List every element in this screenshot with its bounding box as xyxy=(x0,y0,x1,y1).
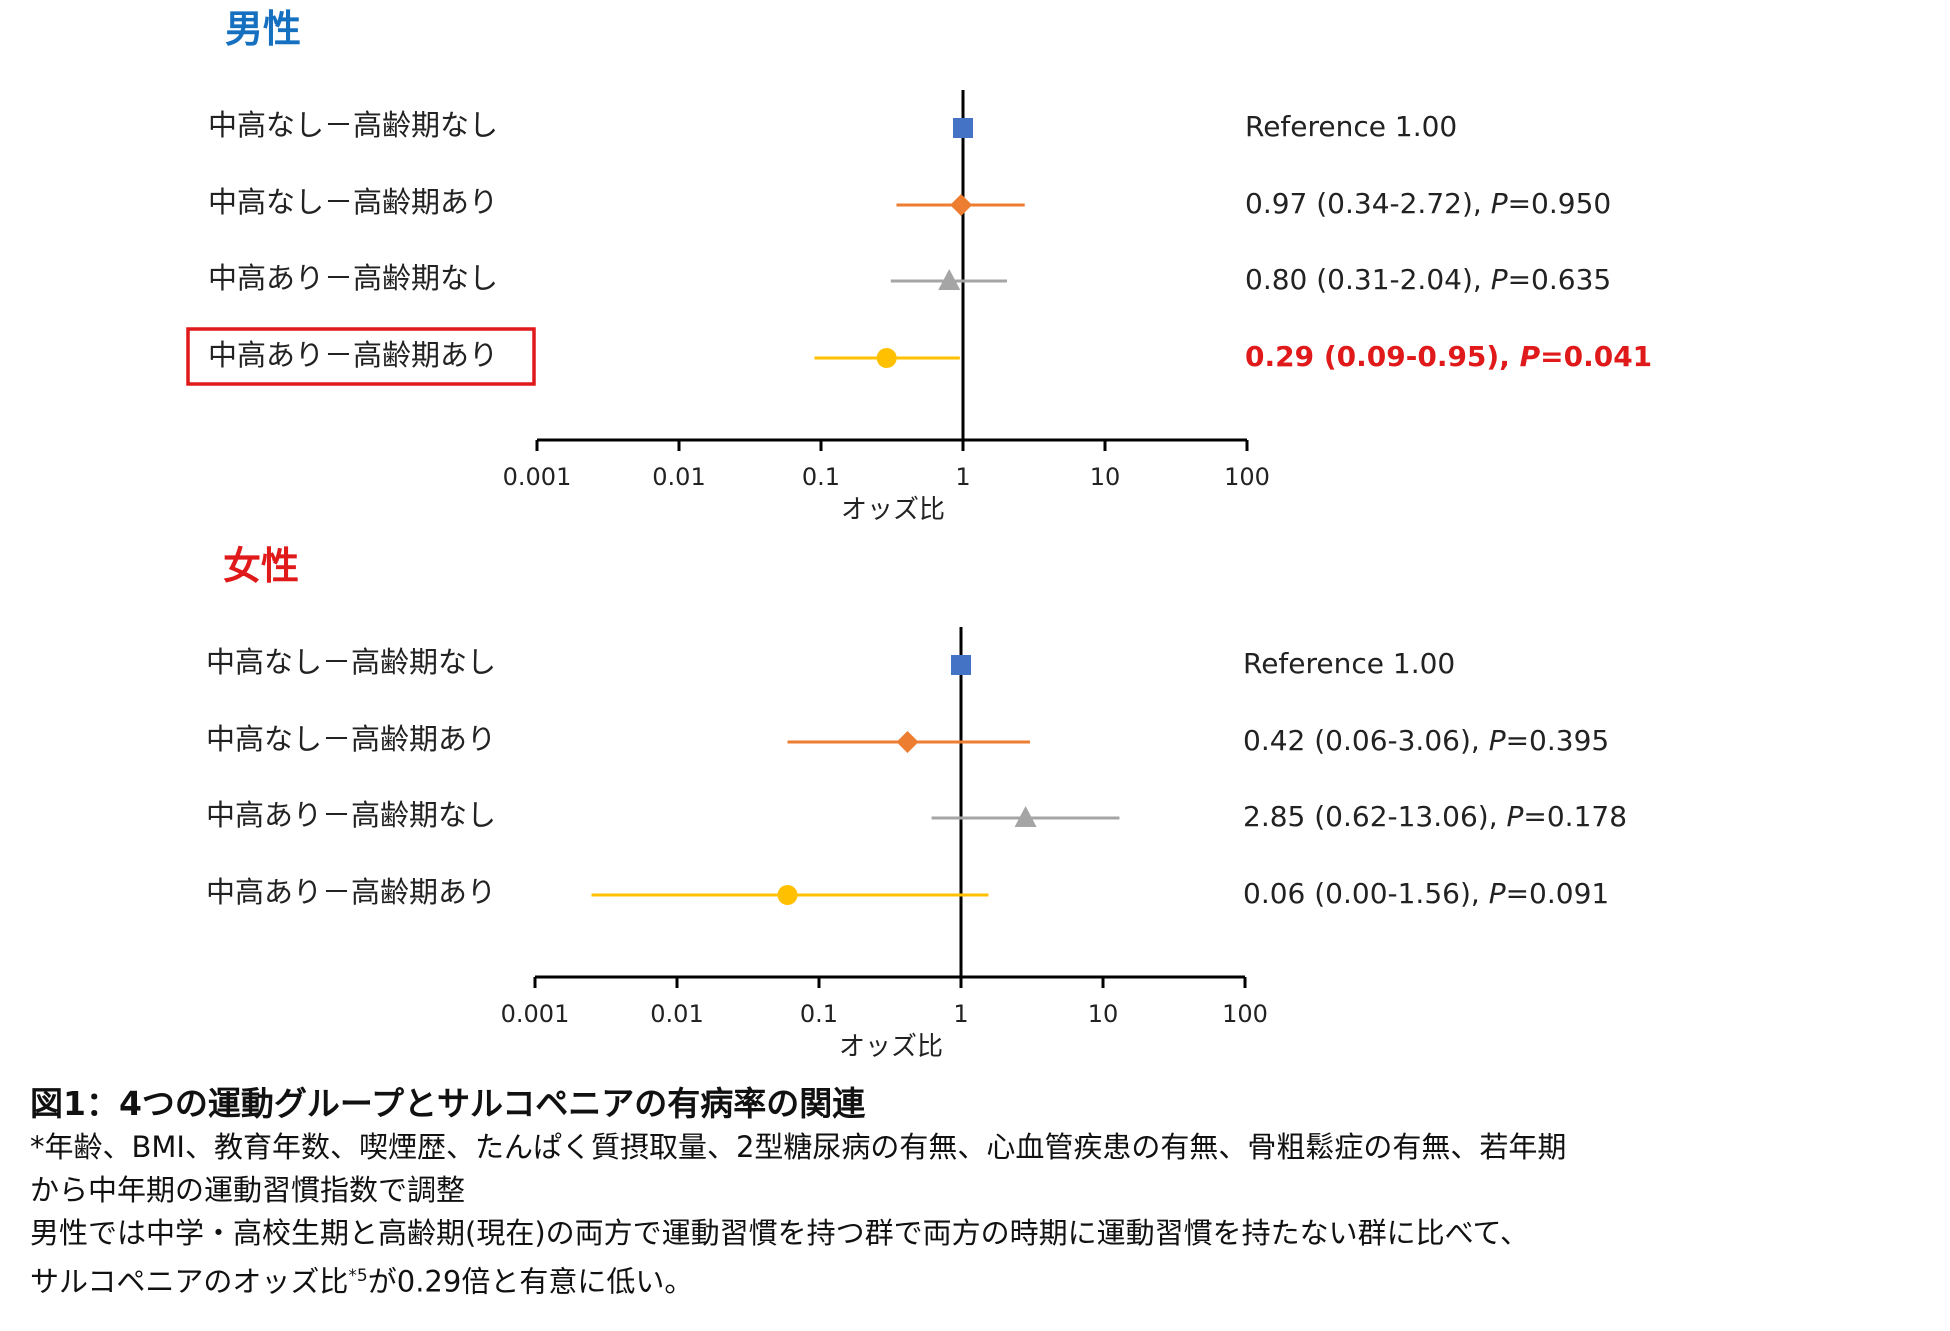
female-x-tick-label: 0.01 xyxy=(650,1000,703,1028)
female-x-tick-label: 1 xyxy=(953,1000,968,1028)
caption-finding-line1: 男性では中学・高校生期と高齢期(現在)の両方で運動習慣を持つ群で両方の時期に運動… xyxy=(30,1216,1530,1250)
male-forest-panel: 男性 0.001 0.01 0.1 1 10 100 オッズ比 中高なし－高齢期なし Refere… xyxy=(186,7,1652,525)
female-row-label: 中高なし－高齢期あり xyxy=(206,722,496,756)
p-label: P xyxy=(1489,877,1506,910)
caption-note-line1: *年齢、BMI、教育年数、喫煙歴、たんぱく質摂取量、2型糖尿病の有無、心血管疾患… xyxy=(30,1130,1567,1164)
male-point-triangle xyxy=(938,269,961,290)
estimate-ci: Reference 1.00 xyxy=(1245,110,1457,143)
p-label: P xyxy=(1491,263,1508,296)
p-value: =0.635 xyxy=(1508,263,1612,296)
caption-title: 図1：4つの運動グループとサルコペニアの有病率の関連 xyxy=(30,1084,866,1123)
caption-finding-text-a: サルコペニアのオッズ比 xyxy=(30,1264,349,1299)
female-x-axis-title: オッズ比 xyxy=(839,1032,943,1062)
figure-caption: 図1：4つの運動グループとサルコペニアの有病率の関連 *年齢、BMI、教育年数、… xyxy=(30,1082,1930,1304)
male-point-circle xyxy=(876,348,897,368)
p-value: =0.950 xyxy=(1508,187,1612,220)
male-row-label: 中高あり－高齢期なし xyxy=(208,261,498,295)
p-value: =0.041 xyxy=(1540,340,1652,373)
male-estimate-text: Reference 1.00 xyxy=(1245,110,1457,143)
caption-finding-line2: サルコペニアのオッズ比*5が0.29倍と有意に低い。 xyxy=(30,1255,1930,1304)
caption-note-line2: から中年期の運動習慣指数で調整 xyxy=(30,1173,466,1207)
estimate-ci: 0.29 (0.09-0.95), xyxy=(1245,340,1520,373)
male-highlight-box xyxy=(186,327,536,386)
female-row-label: 中高あり－高齢期あり xyxy=(206,875,496,909)
female-x-tick-label: 100 xyxy=(1222,1000,1268,1028)
male-estimate-text: 0.97 (0.34-2.72), P=0.950 xyxy=(1245,187,1611,220)
female-panel-heading: 女性 xyxy=(223,544,299,588)
female-row-label: 中高あり－高齢期なし xyxy=(206,798,496,832)
female-forest-panel: 女性 0.001 0.01 0.1 1 10 100 オッズ比 中高なし－高齢期なし Refere… xyxy=(206,544,1627,1062)
p-value: =0.178 xyxy=(1523,800,1627,833)
female-estimate-text: Reference 1.00 xyxy=(1243,647,1455,680)
male-x-tick-label: 10 xyxy=(1090,463,1121,491)
female-point-triangle xyxy=(1014,806,1037,827)
male-estimate-text: 0.80 (0.31-2.04), P=0.635 xyxy=(1245,263,1611,296)
male-x-axis-title: オッズ比 xyxy=(841,495,945,525)
female-point-square xyxy=(951,655,971,675)
male-point-square xyxy=(953,118,973,138)
p-label: P xyxy=(1520,340,1541,373)
female-point-circle xyxy=(777,885,798,905)
estimate-ci: 0.06 (0.00-1.56), xyxy=(1243,877,1489,910)
p-label: P xyxy=(1491,187,1508,220)
male-panel-heading: 男性 xyxy=(225,7,301,51)
estimate-ci: 0.42 (0.06-3.06), xyxy=(1243,724,1489,757)
female-x-tick-label: 10 xyxy=(1088,1000,1119,1028)
female-x-tick-label: 0.1 xyxy=(800,1000,838,1028)
estimate-ci: 2.85 (0.62-13.06), xyxy=(1243,800,1507,833)
p-value: =0.395 xyxy=(1506,724,1610,757)
caption-footnote-ref: *5 xyxy=(348,1266,368,1286)
female-x-tick-label: 0.001 xyxy=(501,1000,570,1028)
caption-finding-text-b: が0.29倍と有意に低い。 xyxy=(367,1264,694,1299)
male-x-tick-label: 100 xyxy=(1224,463,1270,491)
estimate-ci: Reference 1.00 xyxy=(1243,647,1455,680)
male-x-tick-label: 1 xyxy=(955,463,970,491)
male-row-label: 中高なし－高齢期あり xyxy=(208,185,498,219)
estimate-ci: 0.97 (0.34-2.72), xyxy=(1245,187,1491,220)
estimate-ci: 0.80 (0.31-2.04), xyxy=(1245,263,1491,296)
male-x-tick-label: 0.001 xyxy=(503,463,572,491)
p-label: P xyxy=(1489,724,1506,757)
male-estimate-text: 0.29 (0.09-0.95), P=0.041 xyxy=(1245,340,1652,373)
female-point-diamond xyxy=(896,731,919,753)
male-point-diamond xyxy=(950,194,973,216)
female-estimate-text: 2.85 (0.62-13.06), P=0.178 xyxy=(1243,800,1627,833)
p-value: =0.091 xyxy=(1506,877,1610,910)
male-x-tick-label: 0.1 xyxy=(802,463,840,491)
female-estimate-text: 0.42 (0.06-3.06), P=0.395 xyxy=(1243,724,1609,757)
male-row-label: 中高なし－高齢期なし xyxy=(208,108,498,142)
male-x-tick-label: 0.01 xyxy=(652,463,705,491)
female-estimate-text: 0.06 (0.00-1.56), P=0.091 xyxy=(1243,877,1609,910)
male-row-label: 中高あり－高齢期あり xyxy=(208,338,498,372)
p-label: P xyxy=(1507,800,1524,833)
female-row-label: 中高なし－高齢期なし xyxy=(206,645,496,679)
